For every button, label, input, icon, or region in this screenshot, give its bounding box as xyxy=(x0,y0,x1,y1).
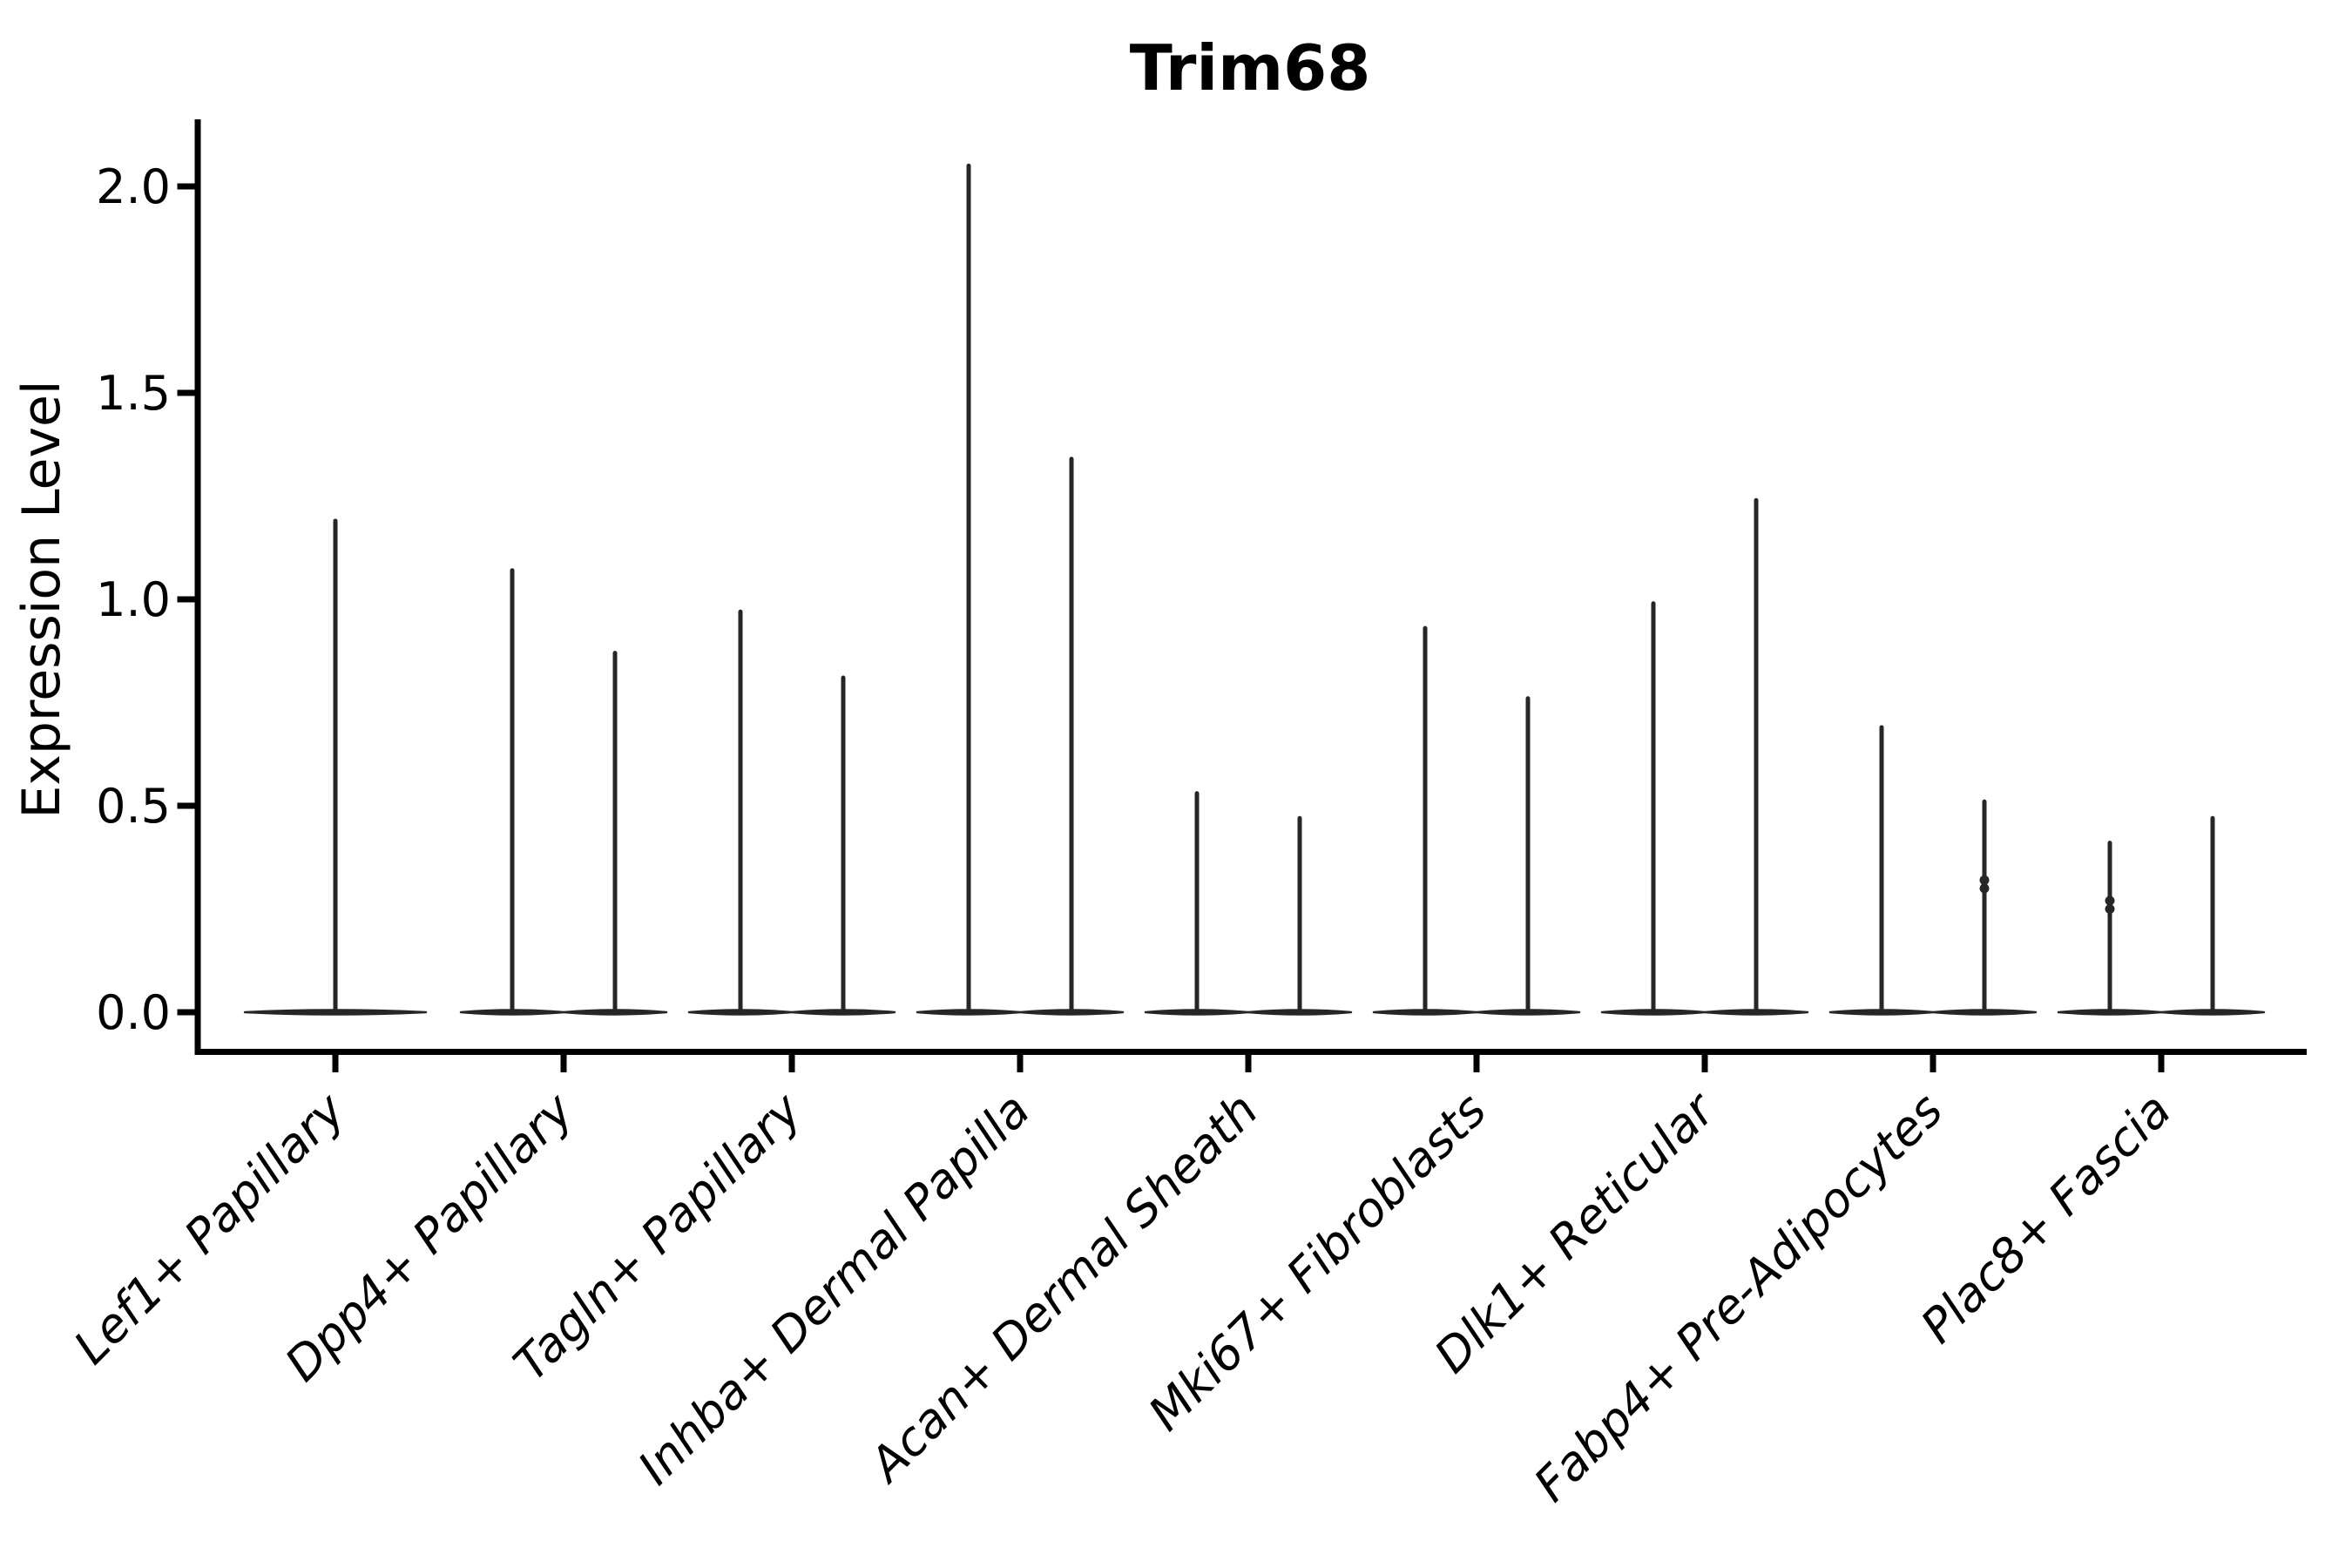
violin-group: Fabp4+ Pre-Adipocytes xyxy=(1524,725,2038,1512)
expression-point xyxy=(1979,883,1990,894)
y-tick-label: 0.5 xyxy=(96,779,171,834)
y-tick-label: 2.0 xyxy=(96,159,171,214)
expression-point xyxy=(1979,875,1990,885)
violin-group: Acan+ Dermal Sheath xyxy=(857,791,1353,1494)
y-tick-label: 1.0 xyxy=(96,572,171,627)
expression-point xyxy=(2105,904,2115,914)
chart-title: Trim68 xyxy=(1129,31,1371,105)
violin-group: Plac8+ Fascia xyxy=(1910,815,2266,1354)
y-tick-label: 1.5 xyxy=(96,366,171,421)
violin-group: Lef1+ Papillary xyxy=(64,518,428,1375)
x-tick-label: Inhba+ Dermal Papilla xyxy=(627,1083,1040,1496)
x-tick-label: Fabp4+ Pre-Adipocytes xyxy=(1524,1083,1953,1512)
y-tick-label: 0.0 xyxy=(96,985,171,1040)
y-axis-label: Expression Level xyxy=(11,380,72,818)
x-tick-label: Acan+ Dermal Sheath xyxy=(857,1083,1268,1494)
expression-point xyxy=(2105,896,2115,906)
